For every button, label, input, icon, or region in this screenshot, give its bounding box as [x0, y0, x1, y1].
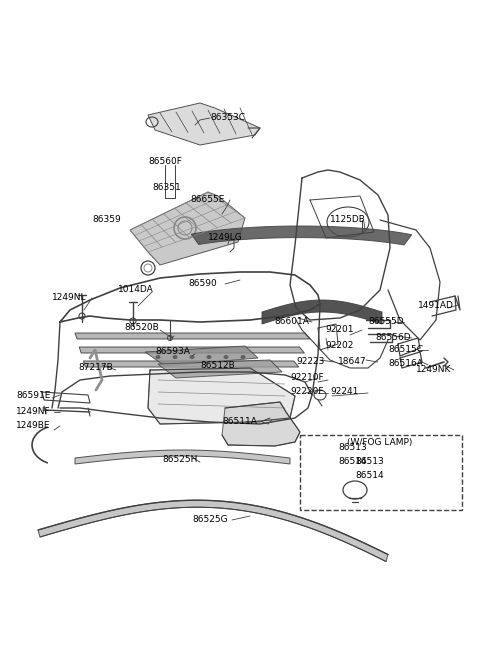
Text: 86513: 86513 [338, 443, 367, 453]
Text: 1249NF: 1249NF [16, 407, 50, 417]
Text: 87217B: 87217B [78, 364, 113, 373]
Text: 92202: 92202 [325, 341, 353, 350]
Text: 1249NL: 1249NL [52, 293, 86, 303]
Text: 86520B: 86520B [124, 324, 159, 333]
Text: 86511A: 86511A [222, 417, 257, 426]
Text: 86351: 86351 [152, 183, 181, 193]
Text: 92201: 92201 [325, 326, 353, 335]
Polygon shape [191, 226, 412, 245]
Ellipse shape [240, 355, 245, 359]
Text: 86514: 86514 [338, 457, 367, 466]
Text: 86515C: 86515C [388, 345, 423, 354]
Text: 86601A: 86601A [274, 318, 309, 326]
Polygon shape [130, 192, 245, 265]
Polygon shape [158, 360, 282, 378]
Text: 92223: 92223 [296, 358, 324, 367]
Text: 86555D: 86555D [368, 318, 404, 326]
Text: 1014DA: 1014DA [118, 286, 154, 295]
Polygon shape [145, 346, 258, 366]
Polygon shape [79, 347, 304, 353]
Ellipse shape [224, 355, 228, 359]
Ellipse shape [190, 355, 194, 359]
Text: 86590: 86590 [188, 280, 217, 288]
Ellipse shape [172, 355, 178, 359]
Text: 86591E: 86591E [16, 390, 50, 400]
Polygon shape [222, 402, 300, 446]
Text: 1491AD: 1491AD [418, 301, 454, 310]
Text: 1125DB: 1125DB [330, 215, 366, 225]
Polygon shape [148, 368, 295, 424]
Text: 86556D: 86556D [375, 333, 410, 343]
Text: 86516A: 86516A [388, 358, 423, 367]
Text: 86353C: 86353C [210, 113, 245, 122]
Text: 1249BE: 1249BE [16, 421, 50, 430]
Polygon shape [84, 361, 299, 367]
Ellipse shape [206, 355, 212, 359]
Text: 86513: 86513 [355, 457, 384, 466]
Text: 86514: 86514 [355, 472, 384, 481]
Polygon shape [148, 103, 260, 145]
Text: 92241: 92241 [330, 388, 359, 396]
Text: (W/FOG LAMP): (W/FOG LAMP) [348, 438, 413, 447]
Bar [300, 435, 462, 510]
Text: 86655E: 86655E [190, 195, 224, 204]
Polygon shape [75, 450, 290, 464]
Text: 92210F: 92210F [290, 373, 324, 383]
Text: 18647: 18647 [338, 358, 367, 367]
Text: 86593A: 86593A [155, 348, 190, 356]
Polygon shape [75, 333, 310, 339]
Text: 86525G: 86525G [192, 515, 228, 525]
Polygon shape [38, 500, 388, 561]
Text: 1249NK: 1249NK [416, 365, 451, 375]
Text: 86512B: 86512B [200, 362, 235, 371]
Text: 86525H: 86525H [162, 455, 197, 464]
Text: 92220F: 92220F [290, 388, 324, 396]
Text: 86560F: 86560F [148, 157, 182, 166]
Text: 86359: 86359 [92, 215, 121, 225]
Text: 1249LG: 1249LG [208, 233, 243, 242]
Ellipse shape [156, 355, 160, 359]
Polygon shape [262, 300, 382, 324]
